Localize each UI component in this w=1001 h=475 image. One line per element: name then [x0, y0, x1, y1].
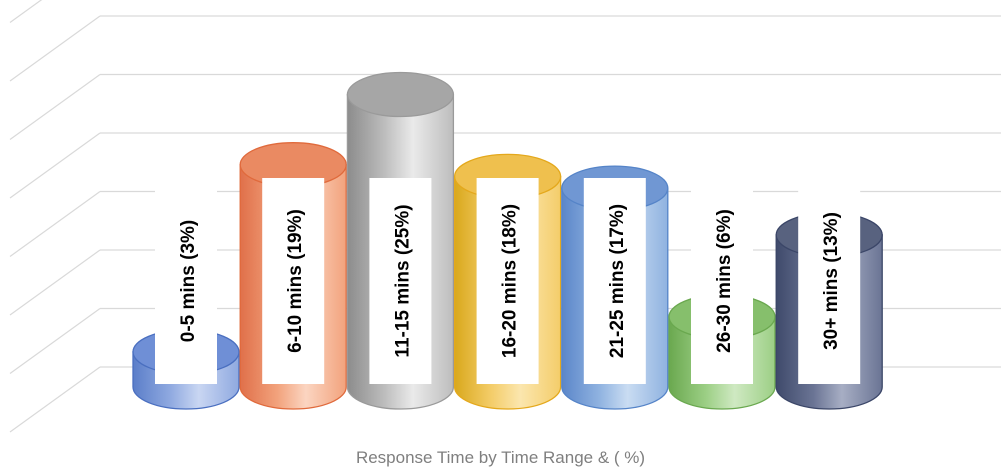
data-label-box	[369, 178, 432, 384]
gridline-diagonal	[9, 191, 101, 257]
data-label-text: 6-10 mins (19%)	[285, 209, 306, 353]
gridline-diagonal	[9, 249, 101, 316]
gridline-diagonal	[9, 308, 101, 374]
gridline-diagonal	[9, 74, 101, 140]
data-label-7: 30+ mins (13%)	[798, 178, 861, 384]
chart-data-labels: 0-5 mins (3%) 6-10 mins (19%) 11-15 mins (…	[155, 178, 861, 384]
data-label-1: 0-5 mins (3%)	[155, 178, 217, 384]
data-label-5: 21-25 mins (17%)	[583, 178, 646, 384]
data-label-text: 0-5 mins (3%)	[178, 220, 199, 342]
data-label-text: 11-15 mins (25%)	[392, 204, 413, 357]
gridline-diagonal	[9, 132, 101, 199]
data-label-box	[798, 178, 861, 384]
data-label-2: 6-10 mins (19%)	[262, 178, 325, 384]
x-axis-label: Response Time by Time Range & ( %)	[355, 448, 646, 467]
gridline-floor-side	[9, 366, 101, 433]
data-label-box	[155, 178, 217, 384]
data-label-box	[583, 178, 646, 384]
data-label-box	[691, 178, 753, 384]
data-label-box	[476, 178, 539, 384]
data-label-text: 30+ mins (13%)	[821, 212, 842, 350]
data-label-4: 16-20 mins (18%)	[476, 178, 539, 384]
data-label-6: 26-30 mins (6%)	[691, 178, 753, 384]
data-label-text: 16-20 mins (18%)	[500, 204, 521, 358]
data-label-text: 21-25 mins (17%)	[607, 204, 628, 358]
data-label-text: 26-30 mins (6%)	[714, 209, 735, 353]
data-label-box	[262, 178, 325, 384]
gridline-diagonal	[9, 0, 43, 23]
gridline-diagonal	[9, 15, 101, 82]
bar-top	[346, 71, 455, 118]
data-label-3: 11-15 mins (25%)	[369, 178, 432, 384]
